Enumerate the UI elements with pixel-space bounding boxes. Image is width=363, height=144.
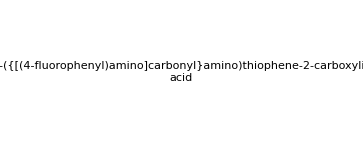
Text: 3-({[(4-fluorophenyl)amino]carbonyl}amino)thiophene-2-carboxylic acid: 3-({[(4-fluorophenyl)amino]carbonyl}amin… bbox=[0, 61, 363, 83]
